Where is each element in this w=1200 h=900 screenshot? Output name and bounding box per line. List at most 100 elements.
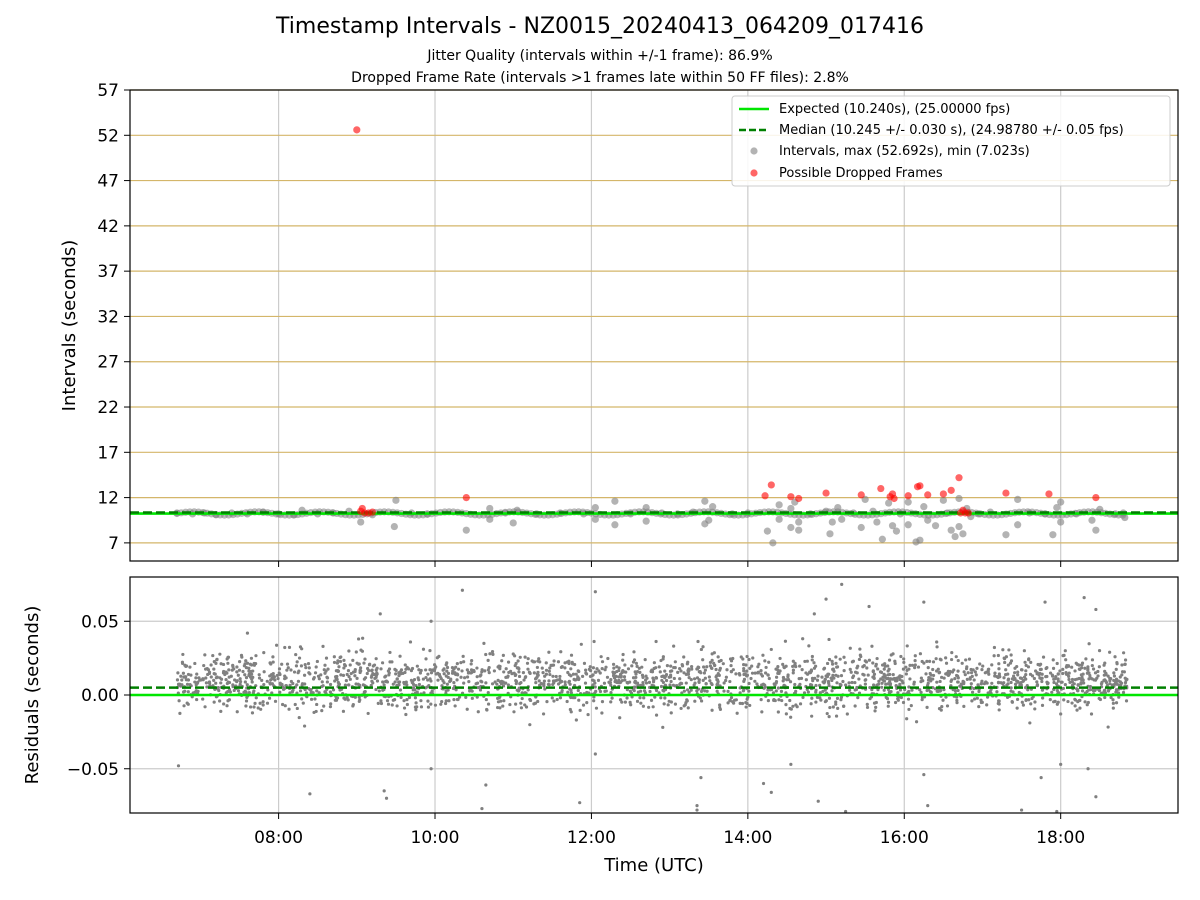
residual-point xyxy=(383,675,387,679)
residual-point xyxy=(997,708,1001,712)
bottom-ytick-label-1: 0.00 xyxy=(81,686,119,706)
residual-point xyxy=(356,637,361,641)
residual-point xyxy=(186,678,190,682)
residual-point xyxy=(252,661,256,666)
residual-point xyxy=(385,699,390,703)
interval-point xyxy=(857,523,865,532)
residual-point xyxy=(316,674,321,678)
residual-point xyxy=(1086,767,1090,771)
interval-point xyxy=(1057,498,1065,506)
residual-point xyxy=(834,655,838,659)
residual-point xyxy=(421,677,426,681)
residual-point xyxy=(978,662,982,666)
residual-point xyxy=(641,680,645,685)
residual-point xyxy=(996,653,1000,658)
residual-point xyxy=(776,665,780,669)
residual-point xyxy=(776,671,780,675)
residual-point xyxy=(345,695,349,700)
residual-point xyxy=(235,665,239,669)
residual-point xyxy=(962,704,966,708)
residual-point xyxy=(365,671,369,676)
residual-point xyxy=(250,680,254,684)
residual-point xyxy=(237,660,242,664)
residual-point xyxy=(848,646,852,650)
residual-point xyxy=(898,688,903,692)
residual-point xyxy=(348,663,352,667)
residual-point xyxy=(625,688,629,692)
residual-point xyxy=(326,667,330,671)
residual-point xyxy=(628,680,632,684)
residual-point xyxy=(357,695,361,699)
residual-point xyxy=(639,683,643,687)
residual-point xyxy=(538,660,542,664)
residual-point xyxy=(421,647,426,651)
residual-point xyxy=(576,688,580,693)
residual-point xyxy=(693,681,697,685)
residual-point xyxy=(429,671,434,675)
residual-point xyxy=(831,705,835,709)
residual-point xyxy=(1035,683,1040,687)
residual-point xyxy=(315,689,319,693)
residual-point xyxy=(980,679,984,683)
residual-point xyxy=(836,674,840,678)
residual-point xyxy=(707,675,711,679)
interval-point xyxy=(1049,531,1057,539)
top-ytick-label-1: 12 xyxy=(97,489,119,509)
residual-point xyxy=(354,682,358,686)
residual-point xyxy=(761,781,766,786)
residual-point xyxy=(612,666,616,670)
residual-point xyxy=(845,712,849,716)
residual-point xyxy=(997,662,1001,666)
residual-point xyxy=(624,670,628,674)
residual-point xyxy=(827,637,831,642)
residual-point xyxy=(801,637,805,641)
residual-point xyxy=(299,664,304,668)
residual-point xyxy=(368,662,372,666)
residual-point xyxy=(775,675,779,679)
residual-point xyxy=(831,673,835,677)
residual-point xyxy=(495,705,500,710)
residual-point xyxy=(791,671,795,675)
residual-point xyxy=(628,700,632,704)
residual-point xyxy=(728,679,732,684)
residual-point xyxy=(1022,678,1026,683)
residual-point xyxy=(625,696,629,700)
residual-point xyxy=(317,691,321,695)
residual-point xyxy=(742,677,747,681)
residual-point xyxy=(944,656,948,660)
residual-point xyxy=(787,678,791,682)
residual-point xyxy=(593,685,597,689)
residual-point xyxy=(241,669,245,674)
residual-point xyxy=(382,683,386,687)
residual-point xyxy=(865,666,869,670)
residual-point xyxy=(362,690,367,694)
residual-point xyxy=(1035,680,1039,684)
residual-point xyxy=(843,661,847,665)
residual-point xyxy=(254,654,258,658)
residual-point xyxy=(296,679,301,683)
top-ytick-label-10: 57 xyxy=(97,81,119,101)
residual-point xyxy=(1114,701,1119,705)
residual-point xyxy=(1124,699,1129,703)
residual-point xyxy=(1004,668,1008,672)
residual-point xyxy=(487,670,491,675)
residual-point xyxy=(619,675,623,679)
residual-point xyxy=(493,680,497,684)
residual-point xyxy=(384,796,389,800)
residual-point xyxy=(186,672,191,677)
residual-point xyxy=(313,697,317,701)
residual-point xyxy=(875,683,879,687)
residual-point xyxy=(634,675,638,680)
residual-point xyxy=(975,696,979,700)
residual-point xyxy=(567,673,571,677)
residual-point xyxy=(382,789,386,793)
residual-point xyxy=(725,668,729,672)
residual-point xyxy=(222,702,226,706)
residual-point xyxy=(442,672,446,676)
residual-point xyxy=(1005,683,1009,687)
interval-point xyxy=(1053,503,1061,512)
residual-point xyxy=(703,668,707,672)
residual-point xyxy=(235,670,239,674)
residual-point xyxy=(574,672,578,676)
